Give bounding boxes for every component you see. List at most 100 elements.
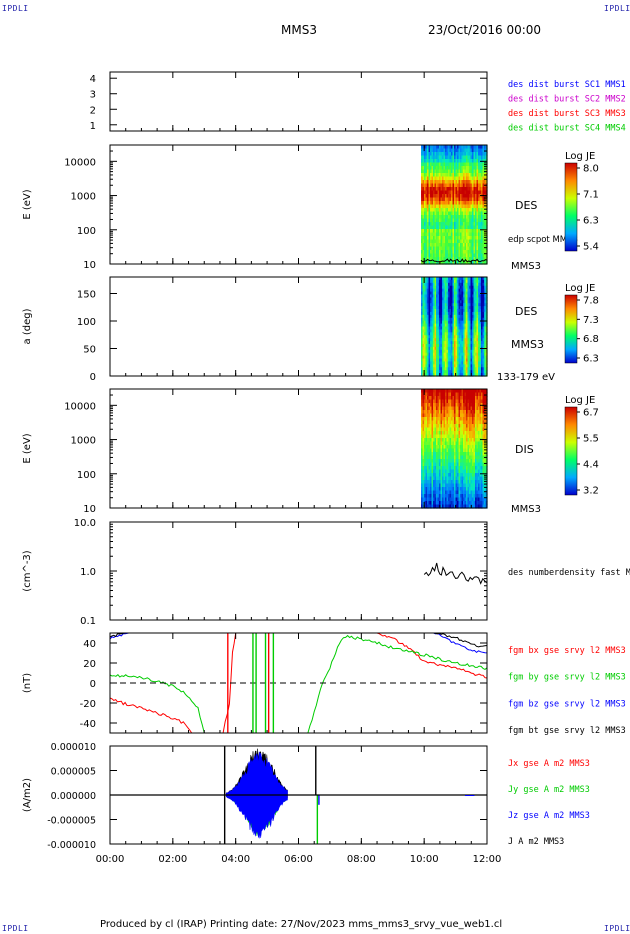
heatmap-cell xyxy=(482,197,485,202)
heatmap-cell xyxy=(436,222,439,227)
heatmap-cell xyxy=(439,208,442,213)
heatmap-cell xyxy=(470,476,473,481)
heatmap-cell xyxy=(466,406,469,411)
heatmap-cell xyxy=(442,424,445,429)
heatmap-cell xyxy=(448,406,451,411)
heatmap-cell xyxy=(454,364,457,368)
heatmap-cell xyxy=(422,427,425,432)
heatmap-cell xyxy=(482,326,485,331)
heatmap-cell xyxy=(422,311,425,316)
heatmap-cell xyxy=(476,445,479,450)
heatmap-cell xyxy=(473,253,476,258)
heatmap-cell xyxy=(439,358,442,363)
heatmap-cell xyxy=(427,427,430,432)
heatmap-cell xyxy=(454,323,457,328)
heatmap-cell xyxy=(431,222,434,227)
heatmap-cell xyxy=(473,169,476,174)
heatmap-cell xyxy=(470,364,473,368)
heatmap-cell xyxy=(478,410,481,415)
heatmap-cell xyxy=(437,501,440,506)
heatmap-cell xyxy=(455,152,458,157)
heatmap-cell xyxy=(422,476,425,481)
heatmap-cell xyxy=(448,341,451,345)
heatmap-cell xyxy=(428,335,431,339)
heatmap-cell xyxy=(434,317,437,322)
heatmap-cell xyxy=(484,152,487,157)
heatmap-cell xyxy=(479,180,482,185)
heatmap-cell xyxy=(440,239,443,244)
heatmap-cell xyxy=(467,452,470,457)
heatmap-cell xyxy=(470,148,473,153)
heatmap-cell xyxy=(463,332,466,336)
heatmap-cell xyxy=(428,406,431,411)
heatmap-cell xyxy=(484,257,487,262)
heatmap-cell xyxy=(475,300,478,304)
heatmap-cell xyxy=(446,208,449,213)
heatmap-cell xyxy=(461,197,464,202)
heatmap-cell xyxy=(473,352,476,357)
heatmap-cell xyxy=(427,476,430,481)
heatmap-cell xyxy=(472,277,475,281)
heatmap-cell xyxy=(461,364,464,368)
heatmap-cell xyxy=(439,173,442,178)
heatmap-cell xyxy=(460,162,463,167)
heatmap-cell xyxy=(475,314,478,319)
heatmap-cell xyxy=(424,403,427,408)
heatmap-cell xyxy=(461,413,464,418)
heatmap-cell xyxy=(437,473,440,478)
heatmap-cell xyxy=(449,417,452,422)
heatmap-cell xyxy=(457,343,460,348)
heatmap-cell xyxy=(422,303,425,307)
heatmap-cell xyxy=(446,452,449,457)
heatmap-cell xyxy=(425,462,428,467)
heatmap-cell xyxy=(455,452,458,457)
heatmap-cell xyxy=(434,364,437,368)
heatmap-cell xyxy=(479,441,482,446)
heatmap-cell xyxy=(458,434,461,439)
heatmap-cell xyxy=(433,497,436,502)
heatmap-cell xyxy=(452,469,455,474)
heatmap-cell xyxy=(431,229,434,234)
heatmap-cell xyxy=(446,326,449,331)
heatmap-cell xyxy=(443,225,446,230)
heatmap-cell xyxy=(484,288,487,293)
heatmap-cell xyxy=(484,341,487,345)
heatmap-cell xyxy=(452,300,455,304)
heatmap-cell xyxy=(482,396,485,401)
heatmap-cell xyxy=(425,403,428,408)
heatmap-cell xyxy=(439,424,442,429)
heatmap-cell xyxy=(467,373,470,377)
heatmap-cell xyxy=(439,232,442,237)
heatmap-cell xyxy=(446,317,449,322)
heatmap-cell xyxy=(470,501,473,506)
heatmap-cell xyxy=(421,169,424,174)
heatmap-cell xyxy=(466,332,469,336)
heatmap-cell xyxy=(437,427,440,432)
heatmap-cell xyxy=(475,483,478,488)
heatmap-cell xyxy=(443,473,446,478)
heatmap-cell xyxy=(476,277,479,281)
heatmap-cell xyxy=(422,187,425,192)
heatmap-cell xyxy=(469,260,472,265)
heatmap-cell xyxy=(470,455,473,460)
heatmap-cell xyxy=(482,349,485,354)
heatmap-cell xyxy=(425,406,428,411)
heatmap-cell xyxy=(449,473,452,478)
heatmap-cell xyxy=(442,452,445,457)
heatmap-cell xyxy=(473,389,476,394)
heatmap-cell xyxy=(473,211,476,216)
heatmap-cell xyxy=(428,279,431,284)
heatmap-cell xyxy=(463,427,466,432)
heatmap-cell xyxy=(422,285,425,290)
heatmap-cell xyxy=(422,211,425,216)
heatmap-cell xyxy=(421,341,424,345)
heatmap-cell xyxy=(451,466,454,471)
heatmap-cell xyxy=(457,306,460,310)
heatmap-cell xyxy=(428,294,431,298)
heatmap-cell xyxy=(473,483,476,488)
heatmap-cell xyxy=(457,476,460,481)
heatmap-cell xyxy=(439,285,442,290)
heatmap-cell xyxy=(478,329,481,333)
heatmap-cell xyxy=(478,204,481,209)
heatmap-cell xyxy=(448,396,451,401)
